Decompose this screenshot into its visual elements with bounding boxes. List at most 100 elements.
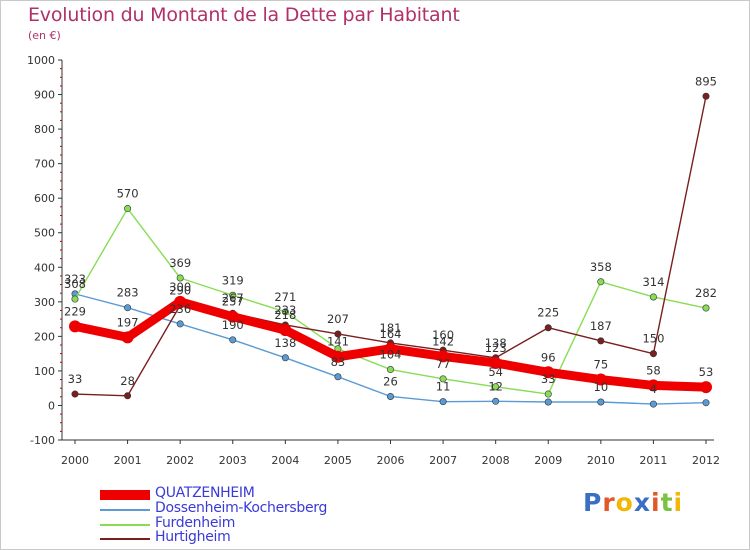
data-point xyxy=(489,356,502,369)
data-point xyxy=(702,304,710,312)
chart-title: Evolution du Montant de la Dette par Hab… xyxy=(28,4,460,26)
y-tick-label: 800 xyxy=(34,123,55,136)
data-point xyxy=(649,293,657,301)
data-label: 290 xyxy=(169,283,191,297)
data-label: 164 xyxy=(380,327,402,341)
data-label: 123 xyxy=(485,341,507,355)
data-label: 33 xyxy=(541,372,556,386)
data-label: 10 xyxy=(594,380,609,394)
data-label: 11 xyxy=(436,380,451,394)
y-tick-label: 100 xyxy=(34,365,55,378)
data-point xyxy=(334,330,342,338)
data-label: 104 xyxy=(380,348,402,362)
data-label: 142 xyxy=(432,334,454,348)
data-label: 257 xyxy=(222,295,244,309)
data-label: 236 xyxy=(169,302,191,316)
data-label: 141 xyxy=(327,335,349,349)
data-point xyxy=(174,295,187,308)
data-label: 12 xyxy=(488,379,503,393)
data-point xyxy=(331,350,344,363)
data-label: 570 xyxy=(117,187,139,201)
data-label: 77 xyxy=(436,357,451,371)
data-label: 181 xyxy=(380,321,402,335)
x-tick-label: 2005 xyxy=(324,454,352,467)
data-point xyxy=(71,390,79,398)
data-point xyxy=(700,381,712,394)
data-label: 225 xyxy=(537,306,559,320)
data-point xyxy=(544,398,552,406)
legend-label: Furdenheim xyxy=(155,515,236,531)
data-point xyxy=(594,373,607,386)
legend-label: Hurtigheim xyxy=(155,529,231,545)
data-point xyxy=(71,295,79,303)
data-point xyxy=(334,373,342,381)
data-point xyxy=(544,324,552,332)
data-point xyxy=(647,379,660,392)
data-label: 26 xyxy=(383,374,398,388)
y-tick-label: 900 xyxy=(34,89,55,102)
y-tick-label: 500 xyxy=(34,227,55,240)
data-label: 54 xyxy=(488,365,503,379)
y-tick-label: 200 xyxy=(34,330,55,343)
data-point xyxy=(542,366,555,379)
data-point xyxy=(492,397,500,405)
data-point xyxy=(384,342,397,355)
data-label: 190 xyxy=(222,318,244,332)
x-tick-label: 2006 xyxy=(377,454,405,467)
data-label: 53 xyxy=(699,365,714,379)
data-label: 314 xyxy=(642,275,664,289)
data-point xyxy=(279,324,292,337)
data-label: 282 xyxy=(695,286,717,300)
legend-swatch xyxy=(100,524,150,526)
data-label: 4 xyxy=(650,382,657,396)
data-label: 283 xyxy=(117,286,139,300)
legend-label: QUATZENHEIM xyxy=(155,485,255,501)
data-point xyxy=(226,310,239,323)
data-label: 358 xyxy=(590,260,612,274)
data-label: 58 xyxy=(646,363,661,377)
data-point xyxy=(176,320,184,328)
data-point xyxy=(439,398,447,406)
data-point xyxy=(124,205,132,213)
data-point xyxy=(649,350,657,358)
legend-label: Dossenheim-Kochersberg xyxy=(155,500,328,516)
data-point xyxy=(124,392,132,400)
data-label: 150 xyxy=(642,332,664,346)
data-label: 33 xyxy=(68,372,83,386)
data-point xyxy=(702,399,710,407)
data-point xyxy=(544,390,552,398)
data-label: 75 xyxy=(594,358,609,372)
data-label: 271 xyxy=(274,290,296,304)
data-label: 83 xyxy=(331,355,346,369)
x-tick-label: 2003 xyxy=(219,454,247,467)
data-label: 160 xyxy=(432,328,454,342)
data-label: 267 xyxy=(222,291,244,305)
data-point xyxy=(176,274,184,282)
x-tick-label: 2001 xyxy=(114,454,142,467)
data-point xyxy=(281,354,289,362)
data-label: 96 xyxy=(541,350,556,364)
x-tick-label: 2007 xyxy=(429,454,457,467)
x-tick-label: 2000 xyxy=(61,454,89,467)
x-tick-label: 2010 xyxy=(587,454,615,467)
data-point xyxy=(597,278,605,286)
x-tick-label: 2011 xyxy=(639,454,667,467)
data-point xyxy=(69,320,81,333)
y-tick-label: 1000 xyxy=(27,54,55,67)
x-tick-label: 2009 xyxy=(534,454,562,467)
data-point xyxy=(281,308,289,316)
data-point xyxy=(229,291,237,299)
data-label: 229 xyxy=(64,304,86,318)
data-label: 369 xyxy=(169,256,191,270)
data-label: 207 xyxy=(327,312,349,326)
data-point xyxy=(386,366,394,374)
data-point xyxy=(492,383,500,391)
data-label: 308 xyxy=(64,277,86,291)
data-point xyxy=(439,375,447,383)
data-label: 233 xyxy=(274,303,296,317)
data-label: 895 xyxy=(695,74,717,88)
data-label: 138 xyxy=(274,336,296,350)
data-point xyxy=(437,350,450,363)
